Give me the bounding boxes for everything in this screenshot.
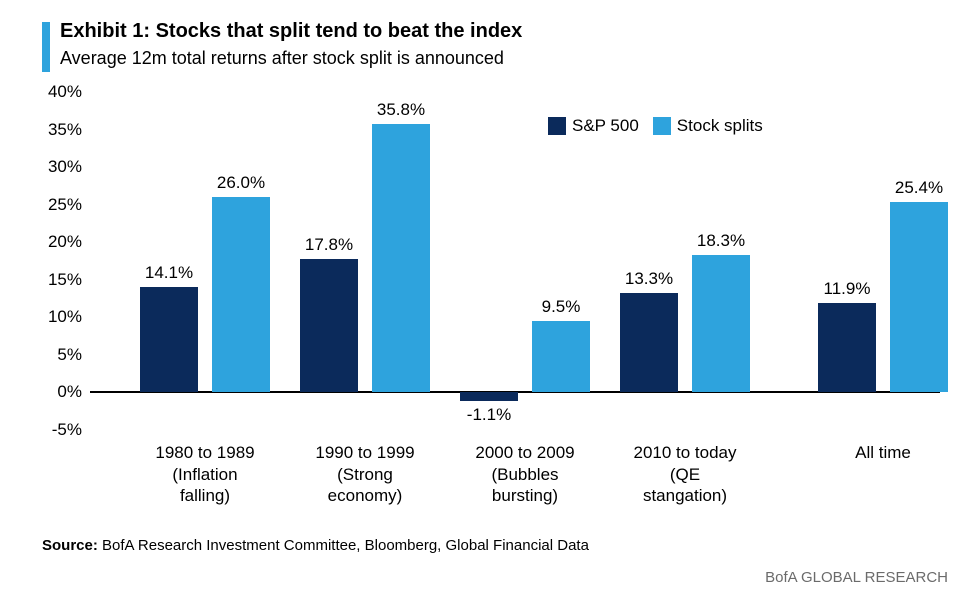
bar-value-label: 18.3% <box>697 231 745 251</box>
y-tick-label: 0% <box>57 382 90 402</box>
y-tick-label: 30% <box>48 157 90 177</box>
y-tick-label: 25% <box>48 195 90 215</box>
bar-value-label: 9.5% <box>542 297 581 317</box>
legend-swatch <box>653 117 671 135</box>
bar: 35.8% <box>372 124 430 393</box>
bar: 14.1% <box>140 287 198 393</box>
legend: S&P 500 Stock splits <box>548 116 763 136</box>
chart-subtitle: Average 12m total returns after stock sp… <box>60 48 504 69</box>
category-label: 1980 to 1989(Inflationfalling) <box>130 442 280 506</box>
category-label: 2000 to 2009(Bubblesbursting) <box>450 442 600 506</box>
source-label: Source: <box>42 537 98 554</box>
brand-text: BofA GLOBAL RESEARCH <box>765 569 948 586</box>
bar: 18.3% <box>692 255 750 392</box>
y-tick-label: 35% <box>48 120 90 140</box>
bar: 26.0% <box>212 197 270 392</box>
legend-label: Stock splits <box>677 116 763 136</box>
chart-container: Exhibit 1: Stocks that split tend to bea… <box>0 0 966 596</box>
source-line: Source: BofA Research Investment Committ… <box>42 537 589 554</box>
category-label: All time <box>808 442 958 463</box>
bar: -1.1% <box>460 392 518 400</box>
y-tick-label: -5% <box>52 420 90 440</box>
bar: 25.4% <box>890 202 948 393</box>
y-tick-label: 40% <box>48 82 90 102</box>
source-text: BofA Research Investment Committee, Bloo… <box>102 537 589 554</box>
y-tick-label: 5% <box>57 345 90 365</box>
category-label: 1990 to 1999(Strongeconomy) <box>290 442 440 506</box>
category-label: 2010 to today(QEstangation) <box>610 442 760 506</box>
legend-label: S&P 500 <box>572 116 639 136</box>
bar-value-label: 26.0% <box>217 173 265 193</box>
y-tick-label: 10% <box>48 307 90 327</box>
y-tick-label: 20% <box>48 232 90 252</box>
bar-value-label: 14.1% <box>145 263 193 283</box>
chart-title: Exhibit 1: Stocks that split tend to bea… <box>60 20 522 43</box>
bar: 17.8% <box>300 259 358 393</box>
bar: 13.3% <box>620 293 678 393</box>
bar: 11.9% <box>818 303 876 392</box>
bar-value-label: 13.3% <box>625 269 673 289</box>
y-tick-label: 15% <box>48 270 90 290</box>
header-accent-bar <box>42 22 50 72</box>
bar-value-label: -1.1% <box>467 405 511 425</box>
legend-swatch <box>548 117 566 135</box>
bar-value-label: 17.8% <box>305 235 353 255</box>
bar-value-label: 11.9% <box>824 279 871 299</box>
bar: 9.5% <box>532 321 590 392</box>
bar-value-label: 35.8% <box>377 100 425 120</box>
legend-item: Stock splits <box>653 116 763 136</box>
bar-value-label: 25.4% <box>895 178 943 198</box>
plot-area: -5%0%5%10%15%20%25%30%35%40%14.1%26.0%17… <box>90 92 940 430</box>
legend-item: S&P 500 <box>548 116 639 136</box>
